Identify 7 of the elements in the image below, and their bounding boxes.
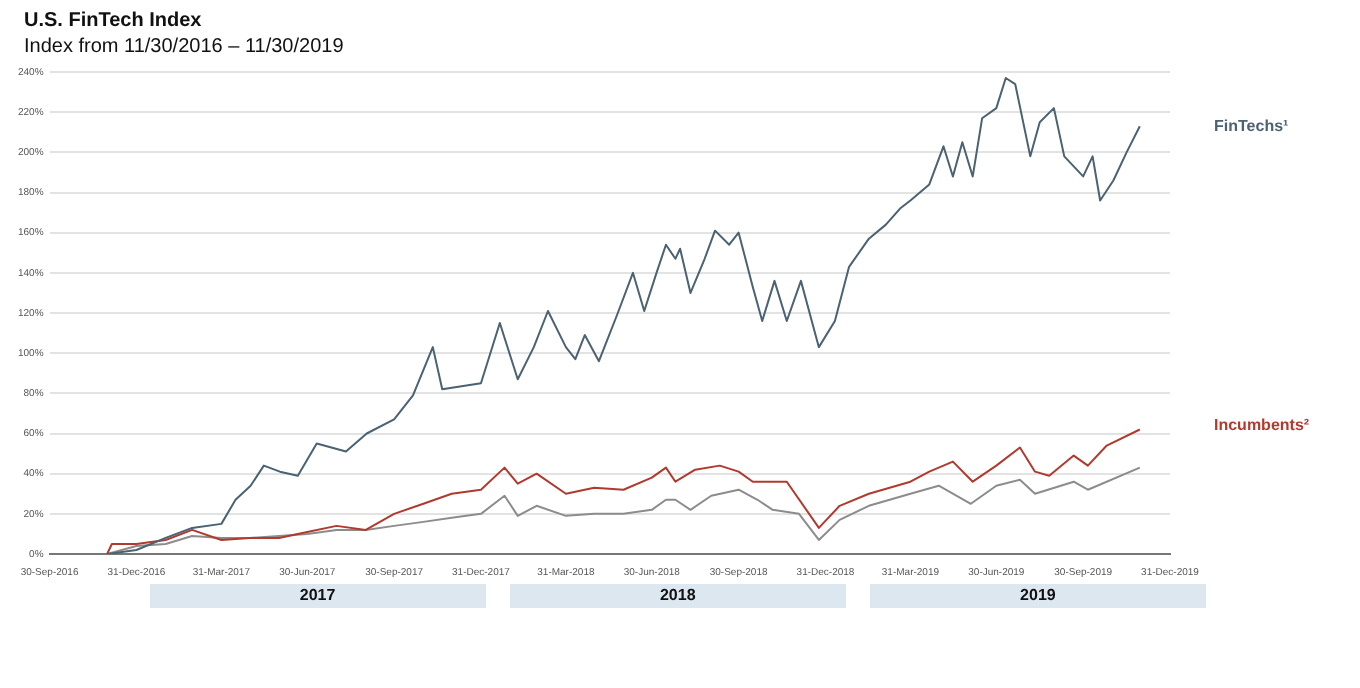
- text: 2019: [869, 584, 1206, 608]
- text: Incumbents²: [1214, 415, 1310, 434]
- chart-title: U.S. FinTech Index: [24, 10, 202, 32]
- text: FinTechs¹: [1214, 116, 1290, 135]
- text: 2017: [149, 584, 486, 608]
- chart-subtitle: Index from 11/30/2016 – 11/30/2019: [24, 36, 344, 58]
- text: 2018: [509, 584, 846, 608]
